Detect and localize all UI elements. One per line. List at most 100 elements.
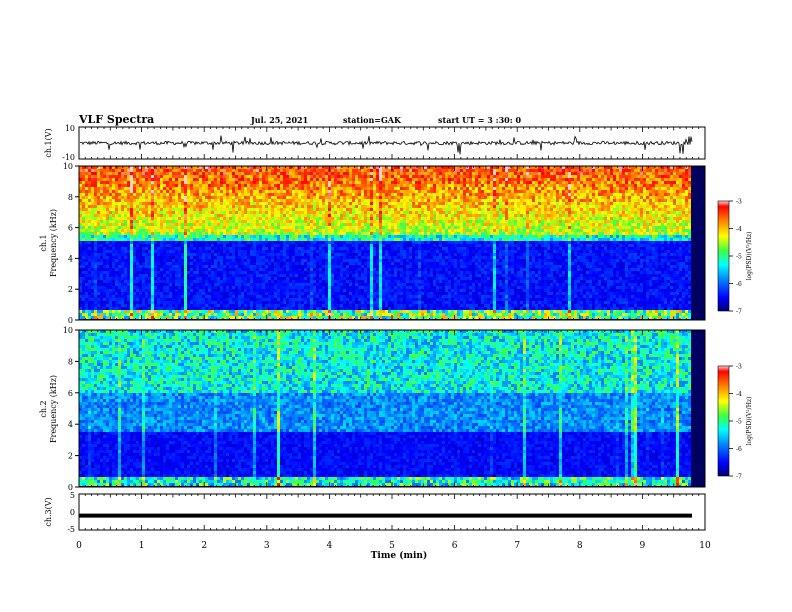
spectrogram-cell: [157, 187, 160, 190]
spectrogram-cell: [589, 178, 592, 181]
spectrogram-cell: [535, 211, 538, 214]
spectrogram-cell: [283, 205, 286, 208]
spectrogram-cell: [307, 169, 310, 172]
spectrogram-cell: [274, 166, 277, 169]
spectrogram-cell: [109, 181, 112, 184]
spectrogram-cell: [301, 169, 304, 172]
spectrogram-cell: [355, 166, 358, 169]
spectrogram-cell: [505, 166, 508, 169]
spectrogram-cell: [313, 187, 316, 190]
spectrogram-cell: [478, 187, 481, 190]
spectrogram-cell: [148, 166, 151, 169]
spectrogram-cell: [88, 238, 91, 241]
spectrogram-cell: [580, 202, 583, 205]
spectrogram-cell: [262, 229, 265, 232]
spectrogram-cell: [568, 187, 571, 190]
spectrogram-cell: [184, 211, 187, 214]
spectrogram-cell: [628, 178, 631, 181]
spectrogram-cell: [625, 205, 628, 208]
spectrogram-cell: [166, 226, 169, 229]
spectrogram-cell: [133, 169, 136, 172]
spectrogram-cell: [445, 196, 448, 199]
spectrogram-cell: [136, 214, 139, 217]
spectrogram-cell: [277, 220, 280, 223]
spectrogram-cell: [271, 169, 274, 172]
spectrogram-cell: [385, 229, 388, 232]
spectrogram-cell: [469, 232, 472, 235]
spectrogram-cell: [355, 205, 358, 208]
spectrogram-cell: [115, 190, 118, 193]
spectrogram-cell: [424, 205, 427, 208]
spectrogram-cell: [487, 214, 490, 217]
spectrogram-cell: [367, 220, 370, 223]
spectrogram-cell: [457, 166, 460, 169]
spectrogram-cell: [301, 190, 304, 193]
spectrogram-cell: [103, 169, 106, 172]
spectrogram-cell: [382, 202, 385, 205]
spectrogram-cell: [544, 181, 547, 184]
spectrogram-cell: [265, 199, 268, 202]
spectrogram-cell: [577, 184, 580, 187]
spectrogram-cell: [442, 178, 445, 181]
spectrogram-cell: [169, 223, 172, 226]
spectrogram-cell: [451, 175, 454, 178]
spectrogram-cell: [184, 214, 187, 217]
spectrogram-cell: [574, 178, 577, 181]
spectrogram-cell: [124, 223, 127, 226]
spectrogram-cell: [619, 202, 622, 205]
spectrogram-cell: [667, 229, 670, 232]
spectrogram-cell: [337, 193, 340, 196]
spectrogram-cell: [298, 208, 301, 211]
spectrogram-cell: [604, 169, 607, 172]
spectrogram-cell: [232, 205, 235, 208]
spectrogram-cell: [352, 214, 355, 217]
spectrogram-cell: [79, 190, 82, 193]
spectrogram-cell: [532, 175, 535, 178]
spectrogram-cell: [451, 172, 454, 175]
spectrogram-cell: [184, 187, 187, 190]
ch1-ytick-bottom: -10: [62, 153, 75, 162]
spectrogram-cell: [394, 229, 397, 232]
spectrogram-cell: [505, 193, 508, 196]
spectrogram-cell: [661, 223, 664, 226]
spectrogram-cell: [244, 199, 247, 202]
spectrogram-cell: [289, 166, 292, 169]
spectrogram-cell: [94, 199, 97, 202]
spectrogram-cell: [157, 229, 160, 232]
spectrogram-cell: [565, 190, 568, 193]
spectrogram-cell: [631, 166, 634, 169]
spectrogram-cell: [478, 235, 481, 238]
spectrogram-cell: [307, 190, 310, 193]
spectrogram-cell: [523, 190, 526, 193]
spectrogram-cell: [592, 235, 595, 238]
spectrogram-cell: [685, 217, 688, 220]
spectrogram-cell: [97, 232, 100, 235]
spectrogram-cell: [361, 235, 364, 238]
spectrogram-cell: [268, 184, 271, 187]
spectrogram-cell: [667, 202, 670, 205]
spectrogram-cell: [586, 199, 589, 202]
spectrogram-cell: [439, 217, 442, 220]
spectrogram-cell: [640, 220, 643, 223]
spectrogram-cell: [661, 172, 664, 175]
spectrogram-cell: [454, 196, 457, 199]
spectrogram-cell: [466, 202, 469, 205]
spectrogram-cell: [181, 205, 184, 208]
spectrogram-cell: [190, 229, 193, 232]
spectrogram-cell: [121, 184, 124, 187]
spectrogram-cell: [379, 235, 382, 238]
spectrogram-cell: [508, 184, 511, 187]
spectrogram-cell: [115, 205, 118, 208]
spectrogram-cell: [529, 178, 532, 181]
spectrogram-cell: [514, 169, 517, 172]
spectrogram-cell: [226, 181, 229, 184]
spectrogram-cell: [466, 205, 469, 208]
spectrogram-cell: [544, 184, 547, 187]
spectrogram-cell: [388, 223, 391, 226]
spectrogram-cell: [409, 181, 412, 184]
spectrogram-cell: [553, 187, 556, 190]
spectrogram-cell: [304, 169, 307, 172]
spectrogram-cell: [520, 190, 523, 193]
spectrogram-cell: [505, 181, 508, 184]
spectrogram-cell: [142, 217, 145, 220]
